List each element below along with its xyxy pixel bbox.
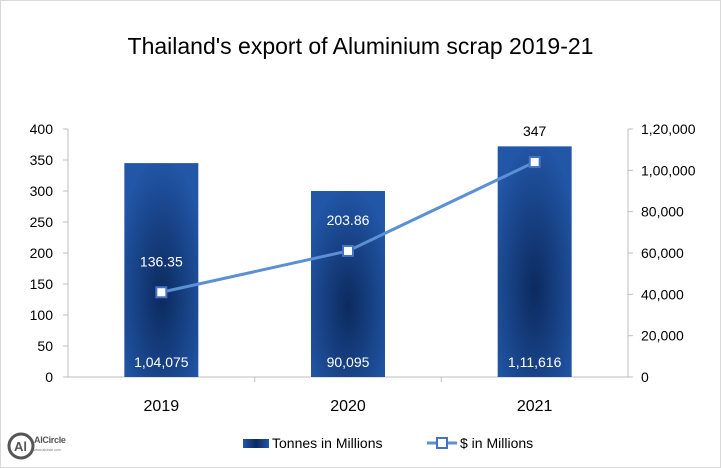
legend: Tonnes in Millions $ in Millions xyxy=(243,435,533,451)
line-data-label: 136.35 xyxy=(140,253,183,269)
line-data-label: 347 xyxy=(523,123,547,139)
bar-2020 xyxy=(311,191,385,377)
y-left-tick-label: 300 xyxy=(30,183,54,199)
logo-wordmark: AlCircle xyxy=(34,435,66,445)
x-tick-label: 2020 xyxy=(330,398,366,415)
logo-mark: Al xyxy=(14,439,27,454)
line-series xyxy=(155,156,541,299)
logo-tagline: www.alcircle.com xyxy=(34,448,61,452)
alcircle-logo: Al AlCircle www.alcircle.com xyxy=(7,432,66,460)
bar-2019 xyxy=(124,163,199,377)
legend-label-tonnes: Tonnes in Millions xyxy=(272,435,383,451)
line-data-label: 203.86 xyxy=(327,212,370,228)
bar-data-label: 1,11,616 xyxy=(508,354,562,370)
line-marker-2020 xyxy=(342,244,354,257)
y-right-tick-label: 0 xyxy=(641,369,649,385)
chart-title: Thailand's export of Aluminium scrap 201… xyxy=(127,33,594,59)
data-labels: 1,04,075 90,095 1,11,616 136.35 203.86 347 xyxy=(134,123,562,370)
y-right-tick-label: 40,000 xyxy=(641,286,684,302)
y-right-tick-label: 60,000 xyxy=(641,245,684,261)
y-left-tick-label: 0 xyxy=(45,369,53,385)
legend-item-dollars: $ in Millions xyxy=(427,435,533,451)
bar-2021 xyxy=(497,146,572,377)
bars xyxy=(124,146,572,377)
y-left-tick-label: 100 xyxy=(30,307,54,323)
y-left-tick-label: 200 xyxy=(30,245,54,261)
bar-data-label: 90,095 xyxy=(327,354,370,370)
x-tick-label: 2019 xyxy=(144,398,180,415)
y-left-tick-label: 400 xyxy=(30,121,54,137)
y-right-tick-label: 80,000 xyxy=(641,204,684,220)
y-left-tick-label: 250 xyxy=(30,214,54,230)
y-left-tick-label: 150 xyxy=(30,276,54,292)
x-tick-label: 2021 xyxy=(517,398,553,415)
legend-item-tonnes: Tonnes in Millions xyxy=(243,435,383,451)
bar-data-label: 1,04,075 xyxy=(134,354,189,370)
y-right-tick-label: 1,00,000 xyxy=(641,162,696,178)
legend-swatch-tonnes xyxy=(243,439,269,448)
y-left-tick-label: 350 xyxy=(30,152,54,168)
line-marker-2021 xyxy=(528,156,541,169)
y-right-tick-label: 1,20,000 xyxy=(641,121,696,137)
y-right-tick-label: 20,000 xyxy=(641,328,684,344)
legend-marker-dollars xyxy=(436,437,448,449)
logo-circle-icon xyxy=(7,432,35,460)
legend-label-dollars: $ in Millions xyxy=(460,435,533,451)
y-left-tick-label: 50 xyxy=(37,338,53,354)
line-marker-2019 xyxy=(155,286,168,299)
